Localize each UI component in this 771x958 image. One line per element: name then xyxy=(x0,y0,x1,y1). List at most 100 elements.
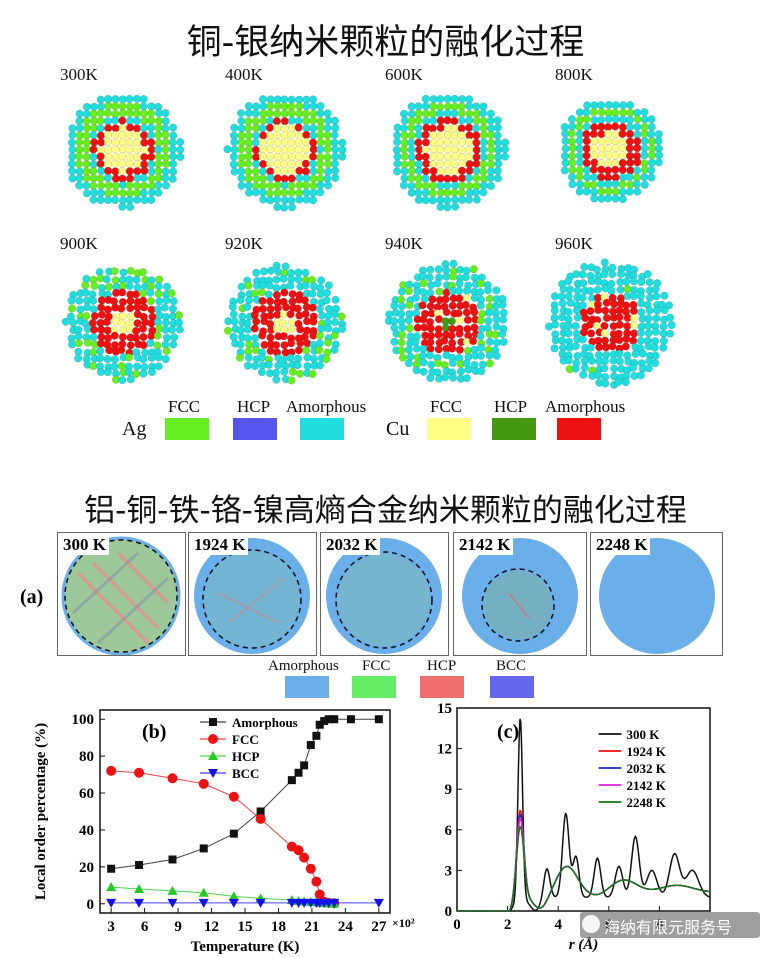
legend-label-bcc: BCC xyxy=(496,658,527,674)
temp-label: 940K xyxy=(385,234,423,253)
data-point xyxy=(228,791,239,802)
data-point xyxy=(107,864,116,873)
x-tick-label: 18 xyxy=(271,919,286,935)
swatch-cu-amorphous xyxy=(557,418,601,440)
x-axis-label: Temperature (K) xyxy=(191,939,300,955)
y-tick-label: 0 xyxy=(87,897,95,913)
temp-label: 400K xyxy=(225,65,263,84)
data-point xyxy=(198,778,209,789)
data-point xyxy=(229,829,238,838)
temp-label: 300K xyxy=(60,65,98,84)
swatch-ag-fcc xyxy=(165,418,209,440)
data-point xyxy=(198,898,209,908)
snapshot-2032k: 2032 K xyxy=(320,532,449,656)
data-point xyxy=(312,731,321,740)
snapshot-temp: 1924 K xyxy=(191,535,249,555)
y-tick-label: 100 xyxy=(72,712,95,728)
legend-label: 1924 K xyxy=(627,744,667,759)
figure-title-top: 铜-银纳米颗粒的融化过程 xyxy=(186,23,585,63)
swatch-cu-hcp xyxy=(492,418,536,440)
temp-label: 920K xyxy=(225,234,263,253)
y-tick-label: 12 xyxy=(437,742,452,758)
legend-label: 300 K xyxy=(627,727,661,742)
panel-a-label: (a) xyxy=(20,586,44,608)
data-point xyxy=(346,715,355,724)
legend-label: FCC xyxy=(232,732,259,747)
temp-label: 600K xyxy=(385,65,423,84)
legend-marker xyxy=(208,734,218,744)
panel-label: (b) xyxy=(142,721,166,743)
snapshot-temp: 2248 K xyxy=(593,535,651,555)
data-point xyxy=(294,768,303,777)
y-tick-label: 40 xyxy=(79,823,94,839)
legend-label-cu-amorphous: Amorphous xyxy=(545,397,626,416)
series-line xyxy=(111,770,335,904)
data-point xyxy=(167,885,178,895)
nanoparticle-snapshot xyxy=(392,94,510,212)
legend-marker xyxy=(209,718,217,726)
data-point xyxy=(198,887,209,897)
y-tick-label: 3 xyxy=(445,863,453,879)
data-point xyxy=(167,773,178,784)
data-point xyxy=(106,765,117,776)
legend-label: 2032 K xyxy=(627,761,667,776)
plot-frame xyxy=(456,707,711,912)
legend-marker xyxy=(208,751,218,760)
data-point xyxy=(299,898,310,908)
data-point xyxy=(299,852,310,863)
cu-ag-nanoparticle-snapshots xyxy=(61,94,676,389)
nanoparticle-snapshot xyxy=(67,94,185,211)
snapshot-temp: 300 K xyxy=(60,535,109,555)
data-point xyxy=(306,741,315,750)
data-point xyxy=(373,898,384,908)
x-axis-label: r (Å) xyxy=(569,937,599,953)
legend-label-cu-fcc: FCC xyxy=(430,397,463,416)
x-tick-label: 27 xyxy=(371,919,387,935)
legend-label-ag-hcp: HCP xyxy=(237,397,271,416)
data-point xyxy=(256,807,265,816)
y-tick-label: 20 xyxy=(79,860,94,876)
x-tick-label: 9 xyxy=(174,919,182,935)
x-tick-label: 3 xyxy=(107,919,115,935)
nanoparticle-snapshot xyxy=(544,258,676,389)
x-tick-label: 4 xyxy=(554,917,562,933)
y-tick-label: 0 xyxy=(445,904,453,920)
chart-b: 3 6 9 12 15 18 21 24 27 0 20 40 60 80 100 ×10² Temperatu… xyxy=(33,709,415,955)
legend-label: 2248 K xyxy=(627,795,667,810)
temp-label: 800K xyxy=(555,65,593,84)
data-point xyxy=(228,898,239,908)
legend-label: HCP xyxy=(232,749,260,764)
data-point xyxy=(324,715,333,724)
x-tick-label: 21 xyxy=(304,919,319,935)
data-point xyxy=(315,720,324,729)
x-tick-label: 15 xyxy=(238,919,253,935)
snapshot-2142k: 2142 K xyxy=(453,532,587,656)
data-point xyxy=(168,855,177,864)
legend-label-hcp: HCP xyxy=(427,658,457,674)
legend-label: BCC xyxy=(232,766,259,781)
cu-label: Cu xyxy=(386,418,410,440)
legend-label-ag-fcc: FCC xyxy=(168,397,201,416)
series-fcc xyxy=(106,765,340,909)
x-tick-label: 2 xyxy=(504,917,512,933)
legend-label-fcc: FCC xyxy=(362,658,391,674)
wechat-icon xyxy=(582,915,600,933)
ag-label: Ag xyxy=(122,418,147,440)
y-tick-label: 80 xyxy=(79,749,94,765)
legend-label: Amorphous xyxy=(232,715,298,730)
watermark-bg xyxy=(580,912,760,938)
temp-label: 960K xyxy=(555,234,593,253)
panel-label: (c) xyxy=(497,721,519,743)
watermark-text: 海纳有限元服务号 xyxy=(604,918,733,937)
x-tick-label: 24 xyxy=(338,919,354,935)
y-tick-label: 9 xyxy=(445,782,453,798)
legend-label-ag-amorphous: Amorphous xyxy=(286,397,367,416)
data-point xyxy=(286,898,297,908)
swatch-cu-fcc xyxy=(427,418,471,440)
data-point xyxy=(329,898,340,908)
x-tick-label: 12 xyxy=(204,919,219,935)
legend-marker xyxy=(208,769,218,778)
data-point xyxy=(135,861,144,870)
swatch-hcp xyxy=(420,676,464,698)
y-tick-label: 6 xyxy=(445,823,453,839)
